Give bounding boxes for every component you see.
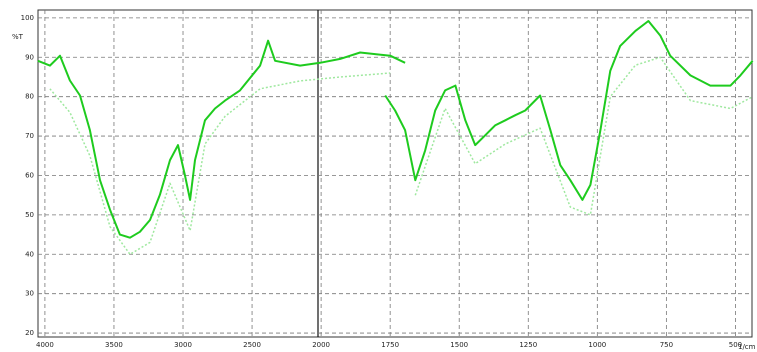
plot-frame (37, 9, 753, 338)
x-tick-label: 750 (660, 341, 673, 349)
x-tick-label: 1750 (381, 341, 399, 349)
x-tick-label: 1000 (588, 341, 606, 349)
x-tick-label: 1500 (450, 341, 468, 349)
y-axis-label: %T (12, 33, 24, 41)
spectrum-line (37, 20, 754, 239)
x-tick-label: 3500 (105, 341, 123, 349)
y-tick-label: 80 (25, 93, 34, 101)
y-tick-label: 70 (25, 132, 34, 140)
spectrum-line (49, 56, 753, 256)
y-tick-label: 90 (25, 53, 34, 61)
y-tick-label: 30 (25, 290, 34, 298)
y-tick-label: 100 (21, 14, 34, 22)
y-tick-label: 60 (25, 171, 34, 179)
x-tick-label: 4000 (36, 341, 54, 349)
x-tick-label: 3000 (174, 341, 192, 349)
x-tick-label: 1250 (519, 341, 537, 349)
y-tick-label: 20 (25, 329, 34, 337)
x-tick-label: 2000 (312, 341, 330, 349)
y-tick-label: 40 (25, 250, 34, 258)
x-tick-label: 2500 (243, 341, 261, 349)
x-axis-label: 1/cm (738, 343, 756, 351)
x-tick-label: 500 (729, 341, 742, 349)
y-tick-label: 50 (25, 211, 34, 219)
